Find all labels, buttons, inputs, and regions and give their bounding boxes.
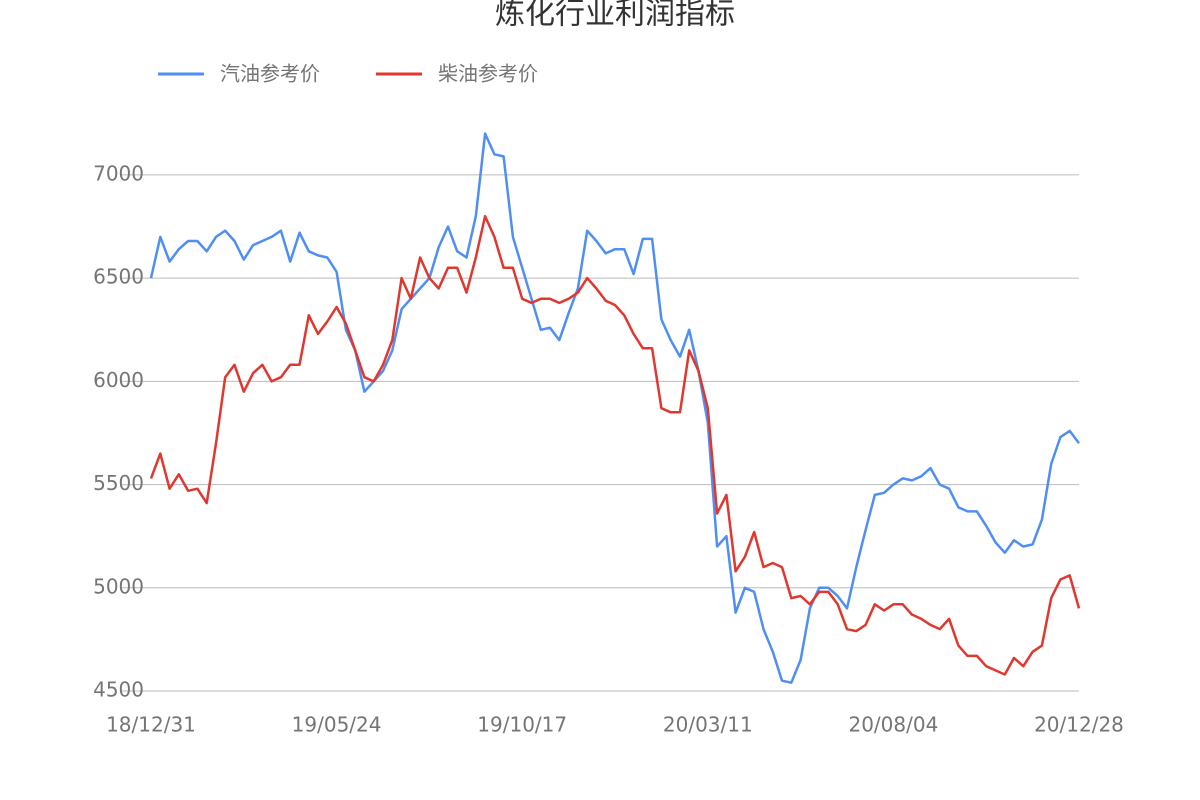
series-line bbox=[149, 132, 1080, 684]
y-tick-label: 6500 bbox=[93, 265, 144, 289]
y-tick-label: 5000 bbox=[93, 574, 144, 598]
series-line bbox=[149, 214, 1081, 676]
chart-title: 炼化行业利润指标 bbox=[495, 0, 735, 32]
y-tick-label: 5500 bbox=[93, 471, 144, 495]
x-tick-label: 18/12/31 bbox=[106, 713, 196, 737]
x-tick-label: 20/12/28 bbox=[1034, 713, 1124, 737]
x-tick-label: 19/10/17 bbox=[477, 713, 567, 737]
legend-label: 汽油参考价 bbox=[220, 62, 320, 86]
legend-label: 柴油参考价 bbox=[438, 62, 538, 86]
y-tick-label: 7000 bbox=[93, 161, 144, 185]
y-tick-label: 6000 bbox=[93, 368, 144, 392]
y-tick-label: 4500 bbox=[93, 678, 144, 702]
x-tick-label: 19/05/24 bbox=[292, 713, 382, 737]
x-tick-label: 20/03/11 bbox=[663, 713, 753, 737]
x-tick-label: 20/08/04 bbox=[848, 713, 938, 737]
